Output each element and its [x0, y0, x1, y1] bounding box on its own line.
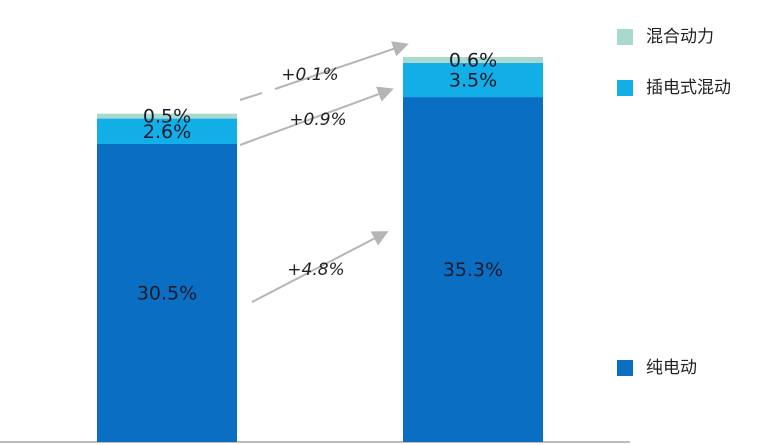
value-label: 0.5% [143, 106, 191, 128]
annotation: +4.8% [287, 260, 344, 280]
legend-label: 混合动力 [646, 27, 714, 47]
legend-label: 插电式混动 [646, 78, 731, 98]
legend-swatch [617, 80, 633, 96]
arrow [239, 86, 394, 146]
arrow [251, 231, 389, 303]
value-label: 35.3% [443, 259, 503, 281]
annotation: +0.9% [289, 110, 346, 130]
value-label: 0.6% [449, 49, 497, 71]
arrow [239, 45, 405, 101]
annotation: +0.1% [281, 65, 338, 85]
bar-segment [403, 97, 543, 443]
legend-label: 纯电动 [646, 358, 697, 378]
value-label: 2.6% [143, 121, 191, 143]
legend-swatch [617, 29, 633, 45]
bar-segment [97, 143, 237, 442]
value-label: 30.5% [137, 282, 197, 304]
value-label: 3.5% [449, 69, 497, 91]
bar-segment [97, 118, 237, 144]
legend-swatch [617, 360, 633, 376]
bar-segment [403, 57, 543, 63]
bar-segment [403, 62, 543, 98]
bar-segment [97, 113, 237, 119]
